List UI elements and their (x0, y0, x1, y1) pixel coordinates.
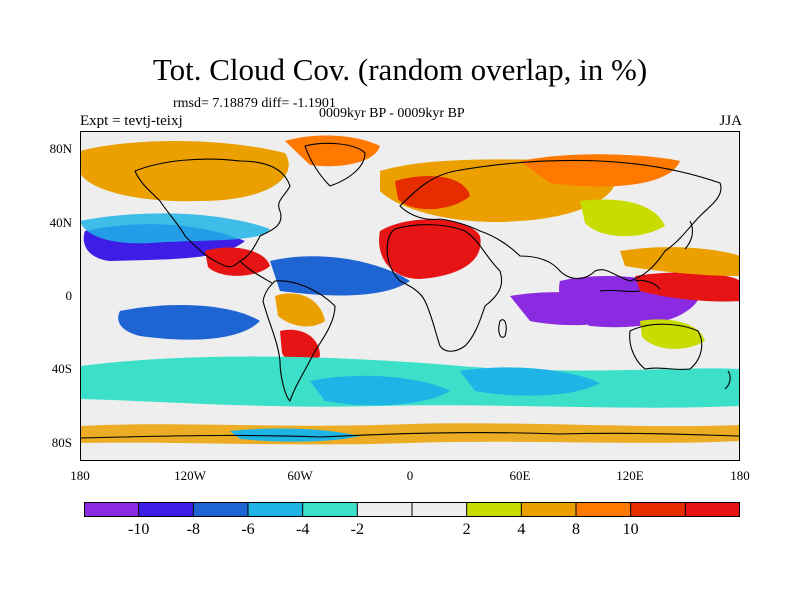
field-patch-europe-dark (395, 176, 470, 210)
coastline-eurasia (399, 159, 722, 282)
experiment-label: Expt = tevtj-teixj (80, 113, 183, 129)
colorbar-segment (685, 502, 740, 517)
field-patch-atlantic-blue (270, 256, 410, 296)
field-patch-greenland (285, 135, 380, 167)
field-patch-wpac-red (635, 272, 740, 302)
coastline-central-america (239, 260, 273, 284)
coastline-australia (629, 323, 703, 371)
x-tick-label: 60E (509, 468, 531, 483)
period-text: 0009kyr BP - 0009kyr BP (319, 106, 465, 121)
colorbar-segment (466, 502, 522, 517)
colorbar-tick-label: -8 (186, 521, 200, 538)
colorbar-tick-label: -6 (241, 521, 255, 538)
colorbar-segment (302, 502, 358, 517)
map-frame (80, 131, 740, 461)
x-tick-label: 120W (174, 468, 206, 483)
coastline-north-america (134, 158, 291, 268)
field-patch-sepac-blue (118, 305, 261, 340)
y-tick-label: 40N (49, 214, 72, 230)
colorbar-segment (521, 502, 577, 517)
colorbar-tick-label: -4 (295, 521, 310, 538)
cloud-cover-difference-map (80, 131, 740, 461)
x-tick-label: 120E (616, 468, 644, 483)
field-anomalies (80, 135, 740, 445)
colorbar-segment (412, 502, 468, 517)
field-patch-siberia (520, 154, 680, 187)
field-patch-na-north (80, 141, 289, 202)
colorbar-frame (84, 502, 740, 517)
colorbar-segment (138, 502, 194, 517)
field-patch-east-asia (580, 199, 665, 237)
colorbar-tick-label: 10 (622, 521, 639, 538)
colorbar-segment (357, 502, 413, 517)
x-tick-label: 60W (287, 468, 313, 483)
colorbar-tick-label: -2 (350, 521, 364, 538)
field-patch-antarctic-blue (230, 428, 360, 442)
plot-title: Tot. Cloud Cov. (random overlap, in %) (152, 52, 648, 87)
y-tick-label: 80S (51, 434, 72, 450)
y-tick-label: 0 (65, 288, 73, 303)
colorbar-tick-label: 8 (572, 521, 580, 538)
colorbar-segment (248, 502, 304, 517)
y-tick-label: 80N (49, 141, 72, 157)
y-tick-label: 40S (51, 361, 72, 377)
coastline-new-zealand (724, 370, 731, 390)
season-label: JJA (719, 113, 742, 129)
x-tick-label: 180 (70, 468, 90, 483)
coastline-south-america (262, 280, 336, 402)
field-patch-mexico (205, 247, 270, 276)
field-patch-sa-orange (275, 293, 325, 327)
field-patch-australia-green (640, 319, 705, 349)
colorbar-segment (84, 502, 140, 517)
colorbar-segment (193, 502, 249, 517)
rmsd-diff-text: rmsd= 7.18879 diff= -1.1901 (173, 96, 336, 111)
colorbar-segment (576, 502, 632, 517)
coastline-africa (386, 224, 503, 352)
field-patch-sahara (379, 219, 481, 279)
colorbar-tick-label: 4 (517, 521, 526, 538)
colorbar-tick-label: 2 (462, 521, 471, 538)
coastline-antarctica (80, 432, 740, 439)
colorbar-segment (630, 502, 686, 517)
colorbar-tick-label: -10 (127, 521, 150, 538)
coastline-japan (684, 220, 694, 250)
coastlines (80, 142, 740, 439)
field-patch-south-indian (460, 367, 600, 396)
x-tick-label: 0 (406, 468, 414, 483)
field-patch-npac-cyan (80, 213, 270, 244)
coastline-greenland (304, 142, 366, 187)
field-patch-south-atlantic (310, 375, 450, 406)
coastline-madagascar (498, 319, 507, 338)
colorbar (84, 502, 740, 517)
coastline-indonesia (599, 279, 661, 293)
x-tick-label: 180 (730, 468, 750, 483)
